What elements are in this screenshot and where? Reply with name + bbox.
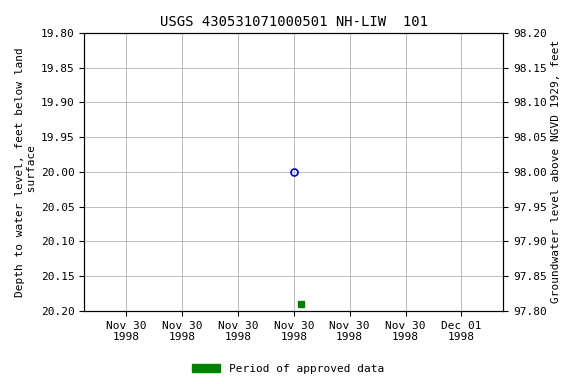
Y-axis label: Groundwater level above NGVD 1929, feet: Groundwater level above NGVD 1929, feet	[551, 40, 561, 303]
Legend: Period of approved data: Period of approved data	[188, 359, 388, 379]
Y-axis label: Depth to water level, feet below land
 surface: Depth to water level, feet below land su…	[15, 47, 37, 297]
Title: USGS 430531071000501 NH-LIW  101: USGS 430531071000501 NH-LIW 101	[160, 15, 428, 29]
